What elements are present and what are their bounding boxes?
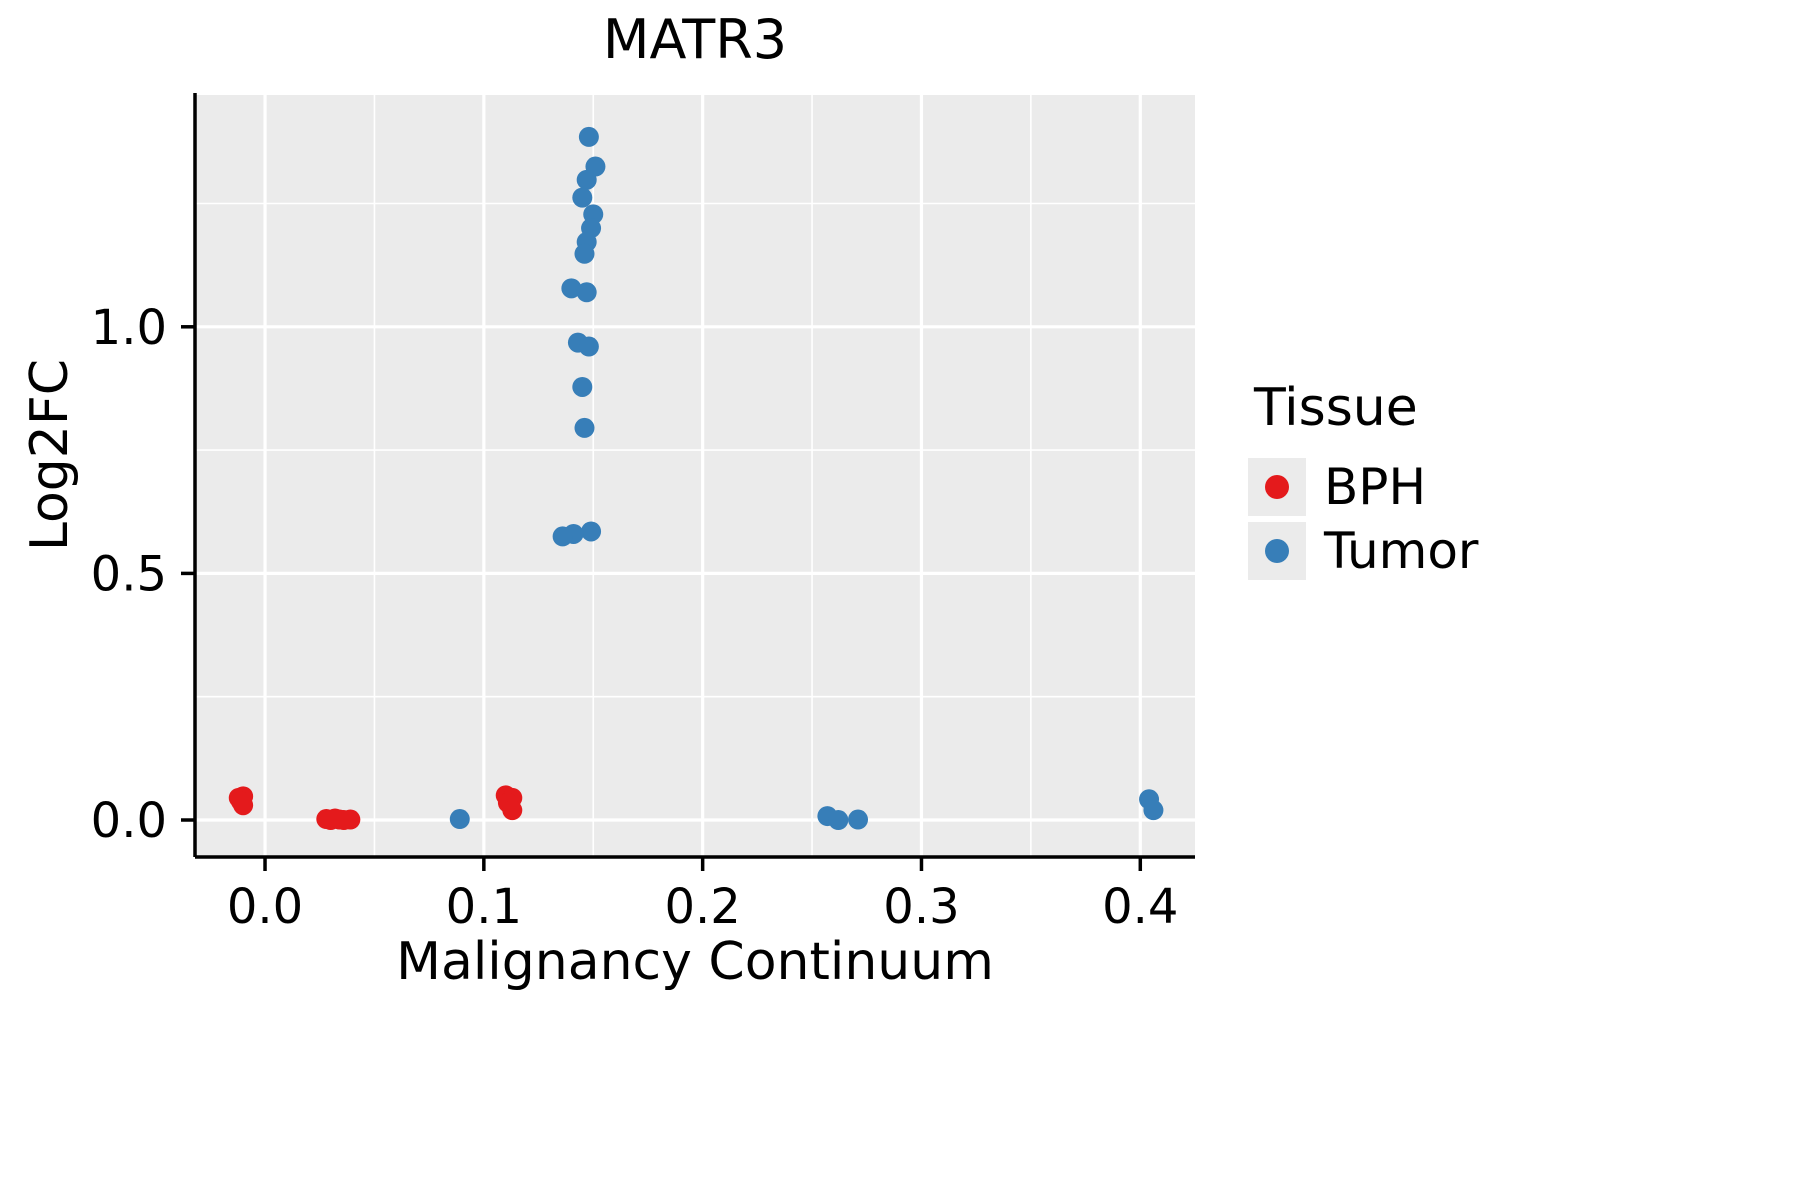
data-point-bph xyxy=(502,800,523,821)
y-tick-label: 0.5 xyxy=(91,546,167,602)
legend-key xyxy=(1248,458,1306,516)
legend-label: Tumor xyxy=(1324,522,1479,580)
data-point-tumor xyxy=(449,809,470,830)
data-point-tumor xyxy=(574,243,595,264)
legend-dot-bph xyxy=(1265,475,1289,499)
data-point-tumor xyxy=(1143,800,1164,821)
data-point-tumor xyxy=(576,169,597,190)
data-point-tumor xyxy=(848,809,869,830)
x-tick-label: 0.1 xyxy=(446,879,522,935)
data-point-tumor xyxy=(578,336,599,357)
legend-items: BPH Tumor xyxy=(1248,458,1479,580)
data-point-tumor xyxy=(572,376,593,397)
data-point-tumor xyxy=(572,187,593,208)
legend-title: Tissue xyxy=(1254,378,1418,438)
x-axis-label: Malignancy Continuum xyxy=(396,932,994,992)
data-point-tumor xyxy=(828,810,849,831)
data-point-tumor xyxy=(552,526,573,547)
y-tick-label: 0.0 xyxy=(91,793,167,849)
data-point-bph xyxy=(233,795,254,816)
y-axis-label: Log2FC xyxy=(20,358,80,552)
plot-panel xyxy=(195,95,1195,857)
x-tick-label: 0.2 xyxy=(664,879,740,935)
x-tick-label: 0.0 xyxy=(227,879,303,935)
y-tick-label: 1.0 xyxy=(91,300,167,356)
x-tick-label: 0.4 xyxy=(1102,879,1178,935)
data-point-tumor xyxy=(561,278,582,299)
data-point-tumor xyxy=(578,126,599,147)
legend-label: BPH xyxy=(1324,458,1427,516)
data-point-tumor xyxy=(581,521,602,542)
legend: Tissue BPH Tumor xyxy=(1248,378,1479,586)
legend-item-bph: BPH xyxy=(1248,458,1479,516)
data-point-bph xyxy=(340,809,361,830)
data-point-tumor xyxy=(574,417,595,438)
legend-key xyxy=(1248,522,1306,580)
data-point-tumor xyxy=(576,282,597,303)
legend-dot-tumor xyxy=(1265,539,1289,563)
legend-item-tumor: Tumor xyxy=(1248,522,1479,580)
chart-title: MATR3 xyxy=(602,8,788,71)
x-tick-label: 0.3 xyxy=(883,879,959,935)
